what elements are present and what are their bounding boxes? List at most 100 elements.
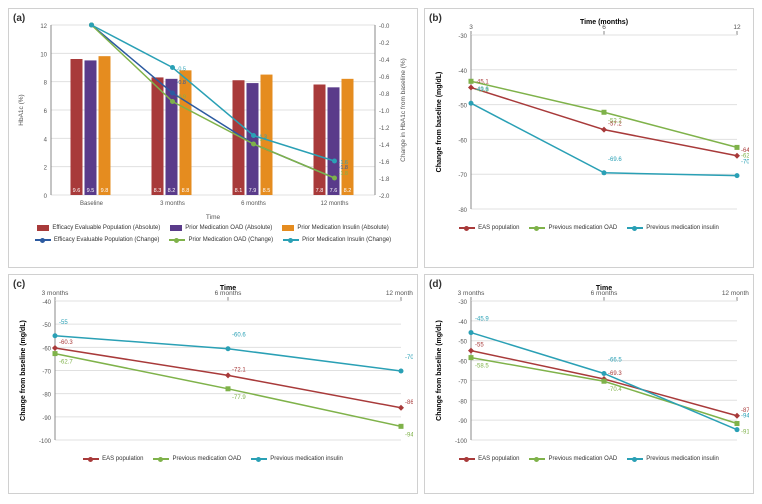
svg-text:-69.6: -69.6 <box>608 157 622 163</box>
svg-text:-80: -80 <box>42 393 51 399</box>
chart-c: 3 months6 months12 months-40-50-60-70-80… <box>13 279 413 454</box>
svg-text:-94.1: -94.1 <box>405 432 413 438</box>
svg-text:Time (months): Time (months) <box>580 19 628 26</box>
svg-text:6 months: 6 months <box>241 201 266 207</box>
svg-text:7.8: 7.8 <box>316 188 324 194</box>
svg-text:8: 8 <box>44 81 48 87</box>
svg-text:-40: -40 <box>458 69 467 75</box>
svg-text:Change from baseline (mg/dL): Change from baseline (mg/dL) <box>20 320 27 421</box>
panel-d: (d) 3 months6 months12 months-30-40-50-6… <box>424 274 754 494</box>
svg-text:-0.8: -0.8 <box>379 92 390 98</box>
svg-text:10: 10 <box>40 52 47 58</box>
svg-text:-0.6: -0.6 <box>379 75 390 81</box>
panel-b-label: (b) <box>429 13 442 24</box>
svg-text:-60: -60 <box>42 346 51 352</box>
svg-text:3 months: 3 months <box>42 290 69 297</box>
svg-text:-49.6: -49.6 <box>475 87 489 93</box>
chart-d: 3 months6 months12 months-30-40-50-60-70… <box>429 279 749 454</box>
svg-text:-91.7: -91.7 <box>741 430 749 436</box>
svg-text:6: 6 <box>44 109 48 115</box>
legend-a: Efficacy Evaluable Population (Absolute)… <box>13 225 413 243</box>
svg-text:0: 0 <box>44 194 48 200</box>
svg-text:-80: -80 <box>458 208 467 214</box>
chart-b: 3612-30-40-50-60-70-80Time (months)Chang… <box>429 13 749 223</box>
svg-text:12 months: 12 months <box>320 201 348 207</box>
svg-text:12 months: 12 months <box>386 290 413 297</box>
chart-a: 0 2 4 6 8 10 12 -2.0 -1.8 -1.6 -1.4 -1.2 -1.0 -0.8 -0.… <box>13 13 413 223</box>
svg-text:8.2: 8.2 <box>168 188 176 194</box>
svg-text:-70: -70 <box>42 370 51 376</box>
svg-text:-50: -50 <box>458 340 467 346</box>
svg-text:Change in HbA1c from baseline: Change in HbA1c from baseline (%) <box>400 58 407 162</box>
svg-text:-60: -60 <box>458 138 467 144</box>
panel-a: (a) 0 2 4 6 8 10 12 -2.0 -1.8 -1.6 -1.4 -1.2 -1.0 -0.… <box>8 8 418 268</box>
panel-c-label: (c) <box>13 279 25 290</box>
legend-d: EAS populationPrevious medication OADPre… <box>429 456 749 462</box>
panel-a-label: (a) <box>13 13 25 24</box>
svg-text:-52.2: -52.2 <box>608 118 622 124</box>
svg-text:8.2: 8.2 <box>344 188 352 194</box>
svg-text:9.8: 9.8 <box>101 188 109 194</box>
svg-text:7.6: 7.6 <box>330 188 338 194</box>
svg-text:-0.2: -0.2 <box>379 41 390 47</box>
svg-text:Change from baseline (mg/dL): Change from baseline (mg/dL) <box>436 72 443 173</box>
svg-text:-30: -30 <box>458 34 467 40</box>
svg-text:HbA1c (%): HbA1c (%) <box>18 94 25 125</box>
legend-c: EAS populationPrevious medication OADPre… <box>13 456 413 462</box>
svg-text:3 months: 3 months <box>160 201 185 207</box>
svg-text:-62.3: -62.3 <box>741 153 749 159</box>
svg-text:Time: Time <box>596 285 612 292</box>
panel-d-label: (d) <box>429 279 442 290</box>
svg-text:-1.6: -1.6 <box>379 160 390 166</box>
svg-text:9.6: 9.6 <box>73 188 81 194</box>
svg-text:3: 3 <box>469 24 473 31</box>
svg-text:-1.4: -1.4 <box>379 143 390 149</box>
svg-text:-70: -70 <box>458 173 467 179</box>
svg-text:-90: -90 <box>42 416 51 422</box>
svg-text:3 months: 3 months <box>458 290 485 297</box>
svg-text:-77.9: -77.9 <box>232 395 246 401</box>
svg-text:-0.8: -0.8 <box>177 80 186 86</box>
svg-text:-60.3: -60.3 <box>59 340 73 346</box>
svg-text:12: 12 <box>40 24 47 30</box>
svg-text:-1.2: -1.2 <box>379 126 390 132</box>
svg-text:-62.7: -62.7 <box>59 360 73 366</box>
panel-c: (c) 3 months6 months12 months-40-50-60-7… <box>8 274 418 494</box>
svg-text:-2.0: -2.0 <box>379 194 390 200</box>
svg-text:-55: -55 <box>475 343 484 349</box>
svg-text:8.8: 8.8 <box>182 188 190 194</box>
svg-text:-1.8: -1.8 <box>379 177 390 183</box>
svg-text:-70.4: -70.4 <box>741 160 749 166</box>
svg-text:-100: -100 <box>455 439 468 445</box>
svg-text:4: 4 <box>44 137 48 143</box>
svg-text:-80: -80 <box>458 399 467 405</box>
svg-text:8.5: 8.5 <box>263 188 271 194</box>
svg-text:-70: -70 <box>458 379 467 385</box>
svg-text:-0.4: -0.4 <box>379 58 390 64</box>
svg-text:-60: -60 <box>458 360 467 366</box>
svg-text:12 months: 12 months <box>722 290 749 297</box>
svg-text:-86.1: -86.1 <box>405 400 413 406</box>
svg-text:Time: Time <box>220 285 236 292</box>
svg-text:12: 12 <box>733 24 741 31</box>
svg-text:-70.2: -70.2 <box>405 355 413 361</box>
svg-text:-30: -30 <box>458 300 467 306</box>
panel-b: (b) 3612-30-40-50-60-70-80Time (months)C… <box>424 8 754 268</box>
svg-text:-72.1: -72.1 <box>232 367 246 373</box>
svg-text:-90: -90 <box>458 419 467 425</box>
svg-text:Change from baseline (mg/dL): Change from baseline (mg/dL) <box>436 320 443 421</box>
svg-text:-1.0: -1.0 <box>379 109 390 115</box>
svg-text:-50: -50 <box>458 104 467 110</box>
svg-text:-94.8: -94.8 <box>741 414 749 420</box>
svg-text:-50: -50 <box>42 323 51 329</box>
svg-text:-66.5: -66.5 <box>608 357 622 363</box>
chart-grid: (a) 0 2 4 6 8 10 12 -2.0 -1.8 -1.6 -1.4 -1.2 -1.0 -0.… <box>8 8 754 494</box>
svg-text:-1.8: -1.8 <box>339 171 348 177</box>
svg-text:-0.0: -0.0 <box>379 24 390 30</box>
svg-text:9.5: 9.5 <box>87 188 95 194</box>
svg-text:Time: Time <box>206 214 221 221</box>
svg-text:-100: -100 <box>39 439 52 445</box>
svg-text:-40: -40 <box>458 320 467 326</box>
svg-text:2: 2 <box>44 166 48 172</box>
svg-text:-0.9: -0.9 <box>177 95 186 101</box>
